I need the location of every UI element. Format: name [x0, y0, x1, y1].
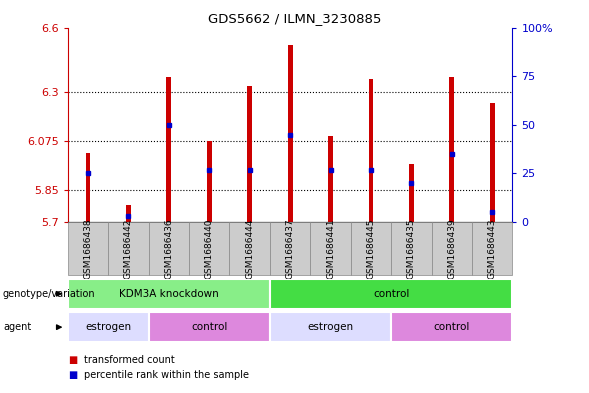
- Text: transformed count: transformed count: [84, 354, 175, 365]
- Text: control: control: [434, 322, 470, 332]
- Bar: [287, 45, 293, 222]
- Text: control: control: [191, 322, 227, 332]
- Text: GSM1686435: GSM1686435: [407, 218, 416, 279]
- Bar: [472, 222, 512, 275]
- Bar: [68, 279, 270, 309]
- Text: agent: agent: [3, 322, 31, 332]
- Text: ■: ■: [68, 370, 77, 380]
- Bar: [270, 222, 310, 275]
- Bar: [310, 222, 350, 275]
- Text: GSM1686438: GSM1686438: [84, 218, 92, 279]
- Text: GSM1686442: GSM1686442: [124, 219, 133, 279]
- Bar: [148, 222, 189, 275]
- Bar: [68, 222, 108, 275]
- Bar: [369, 79, 373, 222]
- Text: estrogen: estrogen: [85, 322, 131, 332]
- Text: GDS5662 / ILMN_3230885: GDS5662 / ILMN_3230885: [208, 12, 381, 25]
- Bar: [270, 312, 391, 342]
- Text: GSM1686444: GSM1686444: [245, 219, 254, 279]
- Bar: [148, 312, 270, 342]
- Bar: [68, 312, 148, 342]
- Bar: [449, 77, 454, 222]
- Bar: [409, 164, 414, 222]
- Bar: [270, 279, 512, 309]
- Text: estrogen: estrogen: [307, 322, 353, 332]
- Text: GSM1686437: GSM1686437: [286, 218, 294, 279]
- Text: ■: ■: [68, 354, 77, 365]
- Text: percentile rank within the sample: percentile rank within the sample: [84, 370, 249, 380]
- Bar: [108, 222, 148, 275]
- Text: GSM1686443: GSM1686443: [488, 219, 497, 279]
- Bar: [230, 222, 270, 275]
- Text: KDM3A knockdown: KDM3A knockdown: [119, 289, 219, 299]
- Bar: [247, 86, 252, 222]
- Bar: [490, 103, 495, 222]
- Text: genotype/variation: genotype/variation: [3, 289, 95, 299]
- Bar: [391, 222, 432, 275]
- Text: GSM1686441: GSM1686441: [326, 219, 335, 279]
- Text: GSM1686436: GSM1686436: [164, 218, 173, 279]
- Bar: [189, 222, 230, 275]
- Bar: [350, 222, 391, 275]
- Bar: [391, 312, 512, 342]
- Bar: [166, 77, 171, 222]
- Bar: [328, 136, 333, 222]
- Text: GSM1686440: GSM1686440: [205, 219, 214, 279]
- Bar: [207, 141, 211, 222]
- Bar: [432, 222, 472, 275]
- Bar: [85, 153, 90, 222]
- Text: control: control: [373, 289, 409, 299]
- Text: GSM1686439: GSM1686439: [447, 218, 456, 279]
- Bar: [126, 205, 131, 222]
- Text: GSM1686445: GSM1686445: [366, 219, 375, 279]
